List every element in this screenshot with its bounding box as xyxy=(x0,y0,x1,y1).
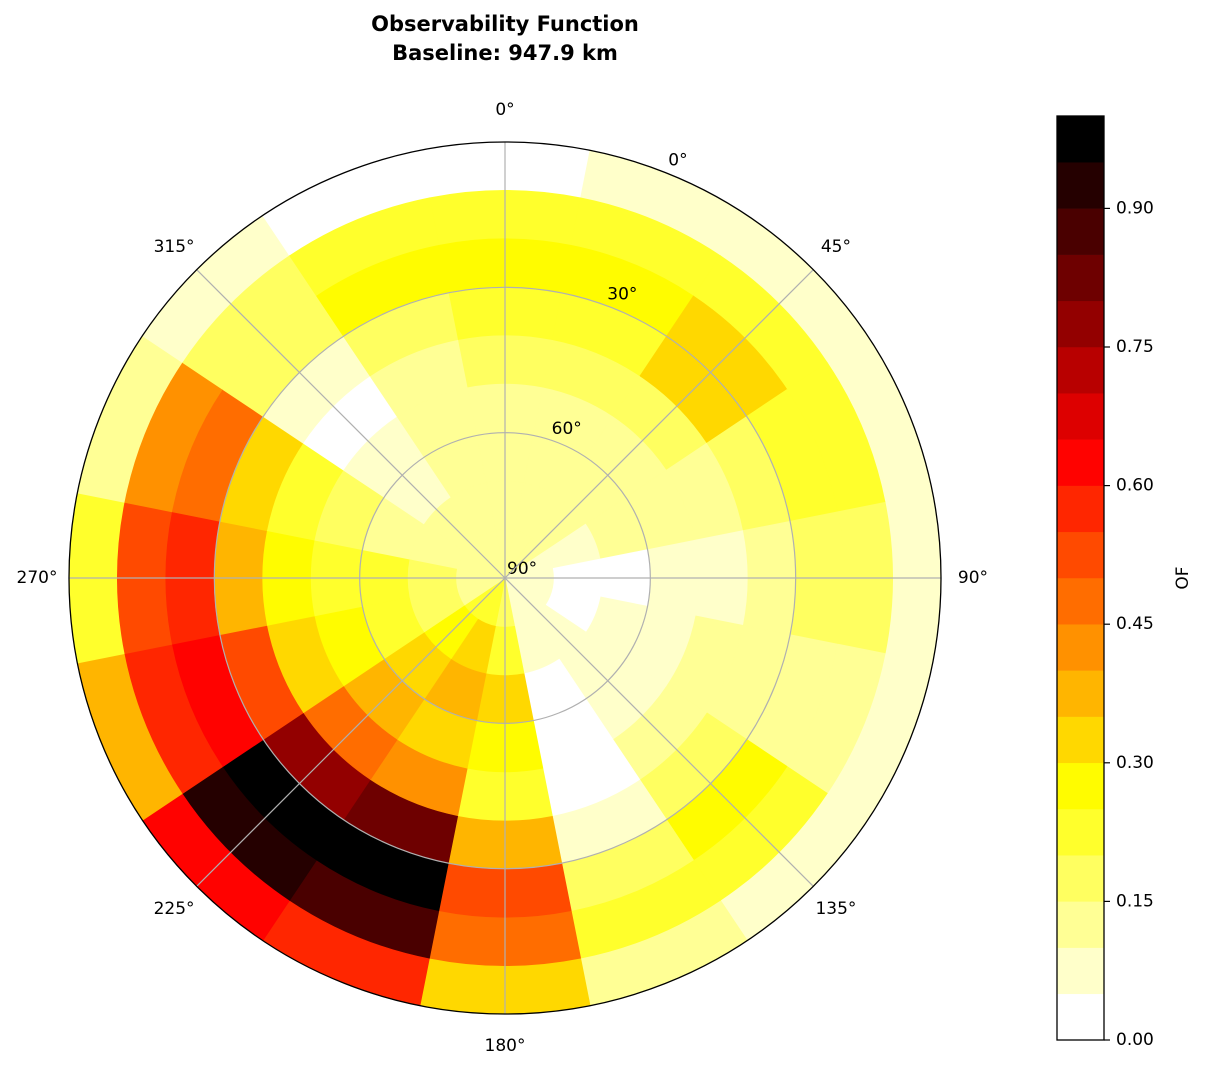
theta-tick-label: 180° xyxy=(485,1036,526,1056)
r-tick-label: 90° xyxy=(507,559,537,579)
colorbar-band xyxy=(1056,901,1105,948)
colorbar-band xyxy=(1056,439,1105,486)
polar-frame xyxy=(68,141,942,1015)
colorbar-tick-label: 0.15 xyxy=(1116,891,1154,911)
colorbar-band xyxy=(1056,346,1105,394)
theta-tick-label: 270° xyxy=(17,568,58,588)
grid-spoke xyxy=(196,269,506,579)
theta-tick-label: 45° xyxy=(821,237,851,257)
theta-tick-label: 225° xyxy=(154,899,195,919)
theta-tick-label: 90° xyxy=(958,568,988,588)
r-tick-label: 0° xyxy=(668,150,687,170)
colorbar-band xyxy=(1056,947,1105,995)
colorbar-tick-label: 0.60 xyxy=(1116,476,1154,496)
colorbar-band xyxy=(1056,485,1105,533)
theta-tick-label: 315° xyxy=(154,237,195,257)
colorbar-band xyxy=(1056,300,1105,348)
grid-spoke xyxy=(196,577,506,887)
grid-spoke xyxy=(504,269,814,579)
colorbar-band xyxy=(1056,716,1105,764)
colorbar-tick-label: 0.30 xyxy=(1116,753,1154,773)
colorbar-frame xyxy=(1056,115,1105,1041)
colorbar-band xyxy=(1056,854,1105,902)
theta-tick-label: 135° xyxy=(815,899,856,919)
theta-tick-label: 0° xyxy=(495,100,514,120)
colorbar-tick-label: 0.90 xyxy=(1116,198,1154,218)
r-tick-label: 30° xyxy=(607,285,637,305)
colorbar-band xyxy=(1056,208,1105,255)
colorbar-tick-label: 0.75 xyxy=(1116,337,1154,357)
colorbar-band xyxy=(1056,623,1105,671)
colorbar-band xyxy=(1056,808,1105,856)
colorbar-band xyxy=(1056,115,1105,163)
colorbar-tick-label: 0.00 xyxy=(1116,1030,1154,1050)
colorbar-band xyxy=(1056,531,1105,579)
colorbar-band xyxy=(1056,762,1105,810)
colorbar-band xyxy=(1056,254,1105,302)
colorbar-band xyxy=(1056,993,1105,1041)
colorbar-band xyxy=(1056,392,1105,440)
contour-cell xyxy=(477,530,506,579)
colorbar-band xyxy=(1056,670,1105,717)
colorbar-band xyxy=(1056,577,1105,625)
chart-subtitle: Baseline: 947.9 km xyxy=(392,41,618,65)
colorbar-label: OF xyxy=(1173,566,1193,589)
colorbar-tick-label: 0.45 xyxy=(1116,614,1154,634)
grid-spoke xyxy=(504,577,814,887)
colorbar-band xyxy=(1056,161,1105,209)
r-tick-label: 60° xyxy=(552,419,582,439)
chart-title: Observability Function xyxy=(371,12,639,36)
